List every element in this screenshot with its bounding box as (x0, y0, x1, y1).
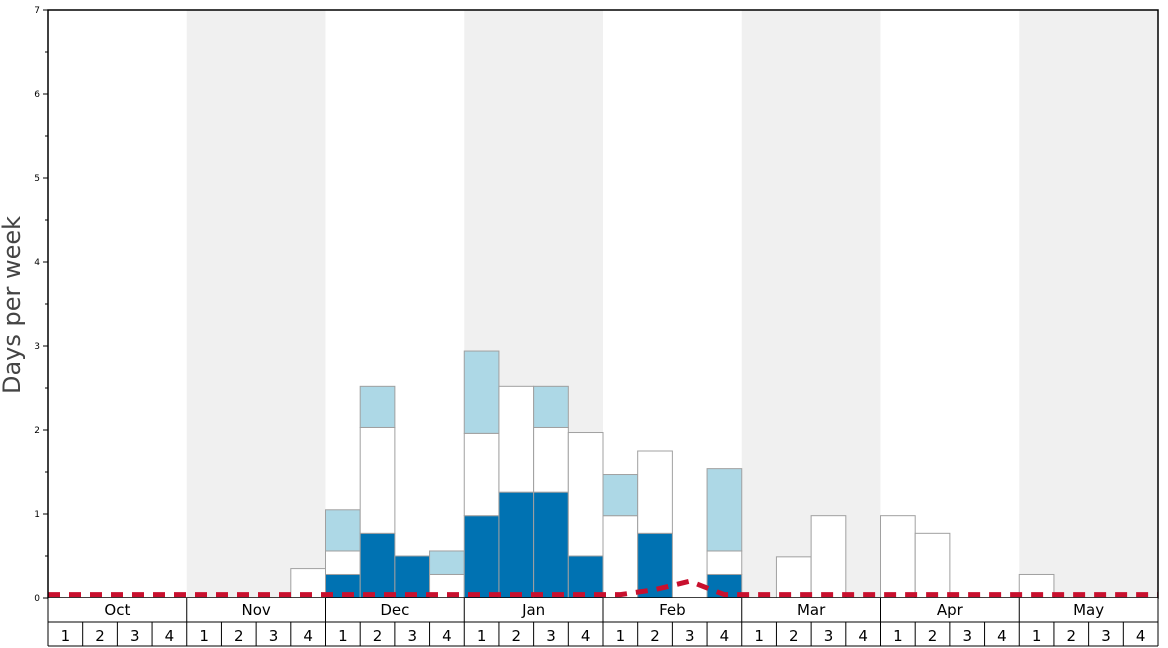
y-tick-label: 4 (34, 258, 40, 268)
bar-segment (463, 350, 500, 434)
week-label: 3 (962, 627, 972, 645)
week-label: 3 (824, 627, 834, 645)
week-label: 1 (338, 627, 348, 645)
y-tick-label: 0 (34, 594, 40, 604)
month-shading (186, 10, 1158, 598)
month-label-may: May (1073, 601, 1104, 619)
week-label: 3 (269, 627, 279, 645)
y-tick-label: 7 (34, 6, 40, 16)
week-label: 1 (61, 627, 71, 645)
y-tick-label: 6 (34, 90, 40, 100)
week-label: 1 (754, 627, 764, 645)
bar-segment (706, 468, 743, 552)
week-label: 3 (407, 627, 417, 645)
week-label: 3 (130, 627, 140, 645)
week-label: 2 (789, 627, 799, 645)
week-label: 2 (1067, 627, 1077, 645)
bar-segment (880, 515, 916, 599)
bar-segment (498, 385, 535, 493)
month-shade-may (1019, 10, 1158, 598)
bar-segment (533, 491, 569, 599)
bar-segment (325, 550, 361, 575)
week-label: 2 (234, 627, 244, 645)
bar-segment (463, 515, 500, 599)
bar-segment (637, 450, 673, 534)
month-label-jan: Jan (521, 601, 545, 619)
week-label: 1 (616, 627, 626, 645)
bar-segment (498, 491, 535, 599)
bars-group (290, 350, 1055, 599)
month-label-feb: Feb (659, 601, 686, 619)
dashed-line (48, 578, 1158, 598)
week-label: 4 (858, 627, 868, 645)
bar-segment (359, 532, 396, 599)
y-tick-label: 1 (34, 510, 40, 520)
month-label-dec: Dec (380, 601, 409, 619)
week-label: 2 (650, 627, 660, 645)
y-tick-label: 2 (34, 426, 40, 436)
week-label: 4 (1136, 627, 1146, 645)
bar-segment (359, 426, 396, 534)
week-label: 2 (373, 627, 383, 645)
week-label: 3 (546, 627, 556, 645)
week-label: 2 (928, 627, 938, 645)
week-label: 2 (512, 627, 522, 645)
y-tick-label: 3 (34, 342, 40, 352)
bar-segment (914, 532, 951, 599)
x-axis: Oct 1 2 3 4 Nov 1 2 3 4 Dec 1 2 3 4 Jan 1 2 3 4 Feb 1 2 3 4 Mar 1 2… (47, 598, 1159, 647)
bar-segment (533, 385, 569, 428)
dashed-line-group (48, 578, 1158, 598)
bar-segment (394, 555, 431, 599)
bar-segment (706, 550, 743, 575)
bar-segment (325, 509, 361, 552)
month-shade-mar (741, 10, 881, 598)
week-label: 4 (303, 627, 313, 645)
y-tick-label: 5 (34, 174, 40, 184)
month-label-nov: Nov (241, 601, 270, 619)
week-label: 3 (1101, 627, 1111, 645)
month-label-oct: Oct (104, 601, 130, 619)
bar-segment (567, 432, 604, 557)
bar-segment (602, 474, 639, 517)
week-label: 4 (581, 627, 591, 645)
week-label: 3 (685, 627, 695, 645)
month-label-mar: Mar (797, 601, 826, 619)
bar-segment (775, 556, 812, 599)
week-label: 1 (477, 627, 487, 645)
week-label: 1 (1032, 627, 1042, 645)
month-label-apr: Apr (937, 601, 964, 619)
bar-segment (810, 515, 847, 599)
bar-segment (463, 432, 500, 517)
bar-segment (429, 550, 465, 575)
bar-segment (533, 426, 569, 493)
week-label: 4 (442, 627, 452, 645)
week-label: 4 (165, 627, 175, 645)
week-label: 4 (720, 627, 730, 645)
week-label: 4 (997, 627, 1007, 645)
week-label: 1 (199, 627, 209, 645)
y-axis-label: Days per week (0, 216, 26, 394)
week-label: 2 (95, 627, 105, 645)
month-shade-nov (186, 10, 326, 598)
bar-segment (602, 515, 639, 599)
bar-segment (359, 385, 396, 428)
bar-segment (567, 555, 604, 599)
week-label: 1 (893, 627, 903, 645)
